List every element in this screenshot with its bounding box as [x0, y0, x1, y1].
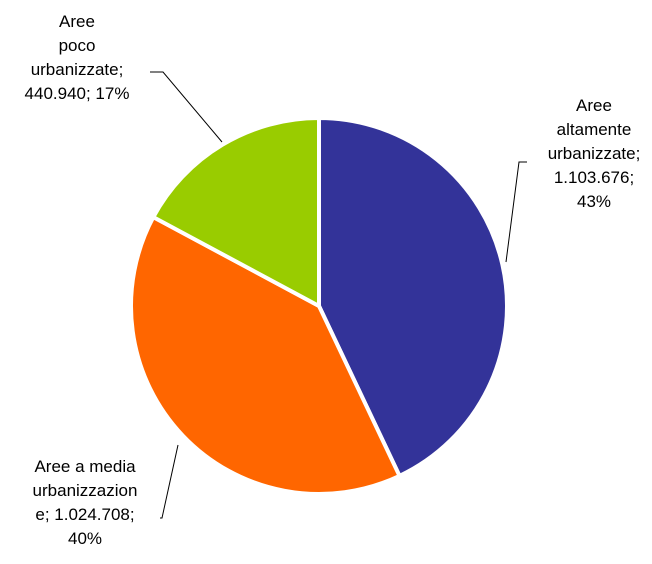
slice-label-line: 40%: [67, 529, 103, 548]
slice-label-aree-altamente-urbanizzate: Aree altamente urbanizzate; 1.103.676; 4…: [511, 94, 652, 214]
leader-lines: [150, 71, 527, 519]
pie-slice-2: [151, 116, 321, 308]
slice-label-line: Aree: [576, 96, 612, 115]
slice-label-line: poco: [58, 36, 96, 55]
slice-label-line: 43%: [576, 192, 612, 211]
slice-label-line: urbanizzate;: [547, 144, 641, 163]
slice-label-line: Aree a media: [34, 457, 136, 476]
slice-label-line: urbanizzazion: [32, 481, 138, 500]
slice-label-line: 1.103.676;: [553, 168, 635, 187]
slice-label-line: 440.940; 17%: [24, 84, 130, 103]
leader-line-2: [150, 71, 223, 143]
slice-label-aree-poco-urbanizzate: Aree poco urbanizzate; 440.940; 17%: [4, 10, 150, 106]
slice-label-line: e; 1.024.708;: [35, 505, 135, 524]
slice-label-line: altamente: [556, 120, 632, 139]
pie-slice-0: [317, 116, 509, 478]
leader-line-1: [160, 444, 179, 519]
pie-slices: [129, 116, 509, 496]
pie-slice-1: [129, 215, 402, 496]
slice-label-line: Aree: [59, 12, 95, 31]
slice-label-aree-a-media-urbanizzazione: Aree a media urbanizzazion e; 1.024.708;…: [6, 455, 164, 551]
leader-line-0: [505, 161, 527, 263]
slice-label-line: urbanizzate;: [30, 60, 124, 79]
